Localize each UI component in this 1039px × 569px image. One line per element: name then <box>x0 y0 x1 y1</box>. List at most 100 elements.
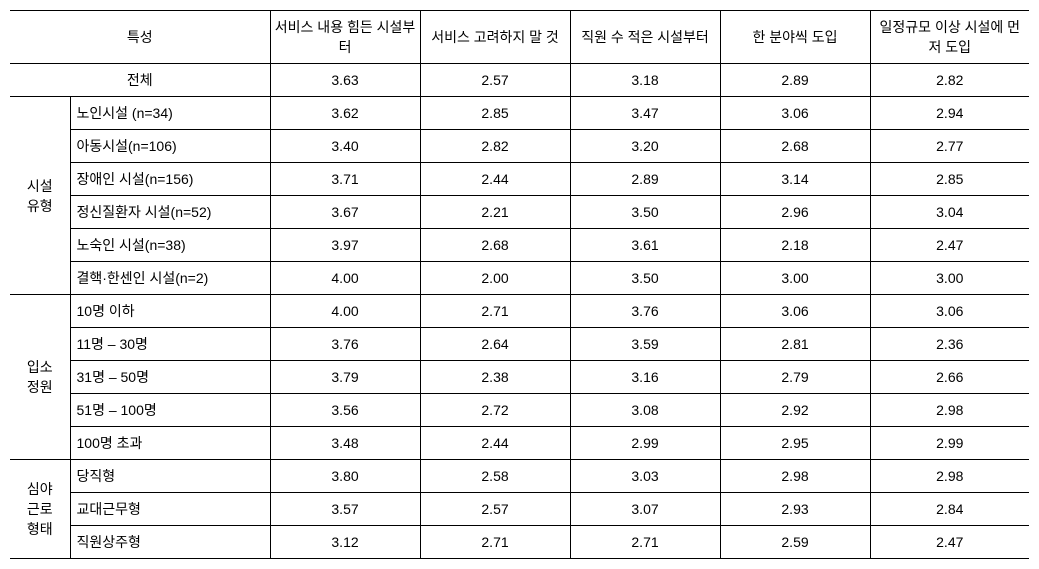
row-val: 3.08 <box>570 394 720 427</box>
row-val: 2.66 <box>870 361 1029 394</box>
row-val: 2.36 <box>870 328 1029 361</box>
row-val: 2.38 <box>420 361 570 394</box>
row-val: 3.57 <box>270 493 420 526</box>
row-val: 2.77 <box>870 130 1029 163</box>
row-val: 3.48 <box>270 427 420 460</box>
row-val: 2.44 <box>420 427 570 460</box>
total-row: 전체3.632.573.182.892.82 <box>10 64 1029 97</box>
row-label: 10명 이하 <box>70 295 270 328</box>
row-label: 당직형 <box>70 460 270 493</box>
table-row: 입소정원10명 이하4.002.713.763.063.06 <box>10 295 1029 328</box>
total-label: 전체 <box>10 64 270 97</box>
row-val: 2.94 <box>870 97 1029 130</box>
row-val: 3.40 <box>270 130 420 163</box>
row-val: 3.00 <box>720 262 870 295</box>
row-val: 3.12 <box>270 526 420 559</box>
row-val: 3.07 <box>570 493 720 526</box>
row-label: 결핵·한센인 시설(n=2) <box>70 262 270 295</box>
row-val: 3.06 <box>720 97 870 130</box>
data-table: 특성서비스 내용 힘든 시설부터서비스 고려하지 말 것직원 수 적은 시설부터… <box>10 10 1029 559</box>
row-val: 3.61 <box>570 229 720 262</box>
row-val: 3.00 <box>870 262 1029 295</box>
row-val: 2.47 <box>870 229 1029 262</box>
row-val: 2.71 <box>420 526 570 559</box>
row-val: 2.81 <box>720 328 870 361</box>
row-val: 3.62 <box>270 97 420 130</box>
table-row: 31명 – 50명3.792.383.162.792.66 <box>10 361 1029 394</box>
row-val: 2.99 <box>870 427 1029 460</box>
row-val: 2.82 <box>420 130 570 163</box>
row-val: 3.06 <box>870 295 1029 328</box>
row-val: 2.85 <box>870 163 1029 196</box>
row-val: 3.59 <box>570 328 720 361</box>
row-val: 2.96 <box>720 196 870 229</box>
row-val: 2.85 <box>420 97 570 130</box>
row-val: 2.44 <box>420 163 570 196</box>
row-val: 2.98 <box>720 460 870 493</box>
row-val: 3.80 <box>270 460 420 493</box>
table-row: 노숙인 시설(n=38)3.972.683.612.182.47 <box>10 229 1029 262</box>
row-val: 2.59 <box>720 526 870 559</box>
row-label: 31명 – 50명 <box>70 361 270 394</box>
header-col-3: 한 분야씩 도입 <box>720 11 870 64</box>
row-val: 2.95 <box>720 427 870 460</box>
total-val-3: 2.89 <box>720 64 870 97</box>
row-label: 아동시설(n=106) <box>70 130 270 163</box>
table-row: 교대근무형3.572.573.072.932.84 <box>10 493 1029 526</box>
table-row: 시설유형노인시설 (n=34)3.622.853.473.062.94 <box>10 97 1029 130</box>
row-val: 3.50 <box>570 196 720 229</box>
row-label: 노인시설 (n=34) <box>70 97 270 130</box>
row-label: 교대근무형 <box>70 493 270 526</box>
row-label: 노숙인 시설(n=38) <box>70 229 270 262</box>
header-col-2: 직원 수 적은 시설부터 <box>570 11 720 64</box>
row-val: 3.97 <box>270 229 420 262</box>
header-row: 특성서비스 내용 힘든 시설부터서비스 고려하지 말 것직원 수 적은 시설부터… <box>10 11 1029 64</box>
row-val: 2.57 <box>420 493 570 526</box>
table-row: 아동시설(n=106)3.402.823.202.682.77 <box>10 130 1029 163</box>
row-val: 2.68 <box>720 130 870 163</box>
group-label: 입소정원 <box>10 295 70 460</box>
row-val: 2.98 <box>870 394 1029 427</box>
table-row: 직원상주형3.122.712.712.592.47 <box>10 526 1029 559</box>
total-val-0: 3.63 <box>270 64 420 97</box>
total-val-4: 2.82 <box>870 64 1029 97</box>
row-val: 2.92 <box>720 394 870 427</box>
row-val: 3.56 <box>270 394 420 427</box>
header-characteristic: 특성 <box>10 11 270 64</box>
row-val: 2.84 <box>870 493 1029 526</box>
header-col-0: 서비스 내용 힘든 시설부터 <box>270 11 420 64</box>
row-val: 3.50 <box>570 262 720 295</box>
row-label: 51명 – 100명 <box>70 394 270 427</box>
row-label: 장애인 시설(n=156) <box>70 163 270 196</box>
table-row: 장애인 시설(n=156)3.712.442.893.142.85 <box>10 163 1029 196</box>
total-val-1: 2.57 <box>420 64 570 97</box>
table-row: 100명 초과3.482.442.992.952.99 <box>10 427 1029 460</box>
row-val: 2.99 <box>570 427 720 460</box>
row-val: 2.72 <box>420 394 570 427</box>
table-row: 51명 – 100명3.562.723.082.922.98 <box>10 394 1029 427</box>
row-val: 2.98 <box>870 460 1029 493</box>
row-val: 2.00 <box>420 262 570 295</box>
row-label: 직원상주형 <box>70 526 270 559</box>
table-row: 11명 – 30명3.762.643.592.812.36 <box>10 328 1029 361</box>
row-label: 정신질환자 시설(n=52) <box>70 196 270 229</box>
row-label: 100명 초과 <box>70 427 270 460</box>
total-val-2: 3.18 <box>570 64 720 97</box>
group-label: 시설유형 <box>10 97 70 295</box>
row-val: 2.18 <box>720 229 870 262</box>
row-val: 2.71 <box>420 295 570 328</box>
row-val: 2.64 <box>420 328 570 361</box>
row-val: 3.47 <box>570 97 720 130</box>
row-val: 3.76 <box>570 295 720 328</box>
header-col-1: 서비스 고려하지 말 것 <box>420 11 570 64</box>
group-label: 심야근로형태 <box>10 460 70 559</box>
row-val: 3.67 <box>270 196 420 229</box>
row-val: 3.04 <box>870 196 1029 229</box>
table-row: 심야근로형태당직형3.802.583.032.982.98 <box>10 460 1029 493</box>
row-val: 2.21 <box>420 196 570 229</box>
row-val: 2.47 <box>870 526 1029 559</box>
row-val: 2.71 <box>570 526 720 559</box>
row-val: 2.68 <box>420 229 570 262</box>
row-val: 2.79 <box>720 361 870 394</box>
row-val: 4.00 <box>270 295 420 328</box>
